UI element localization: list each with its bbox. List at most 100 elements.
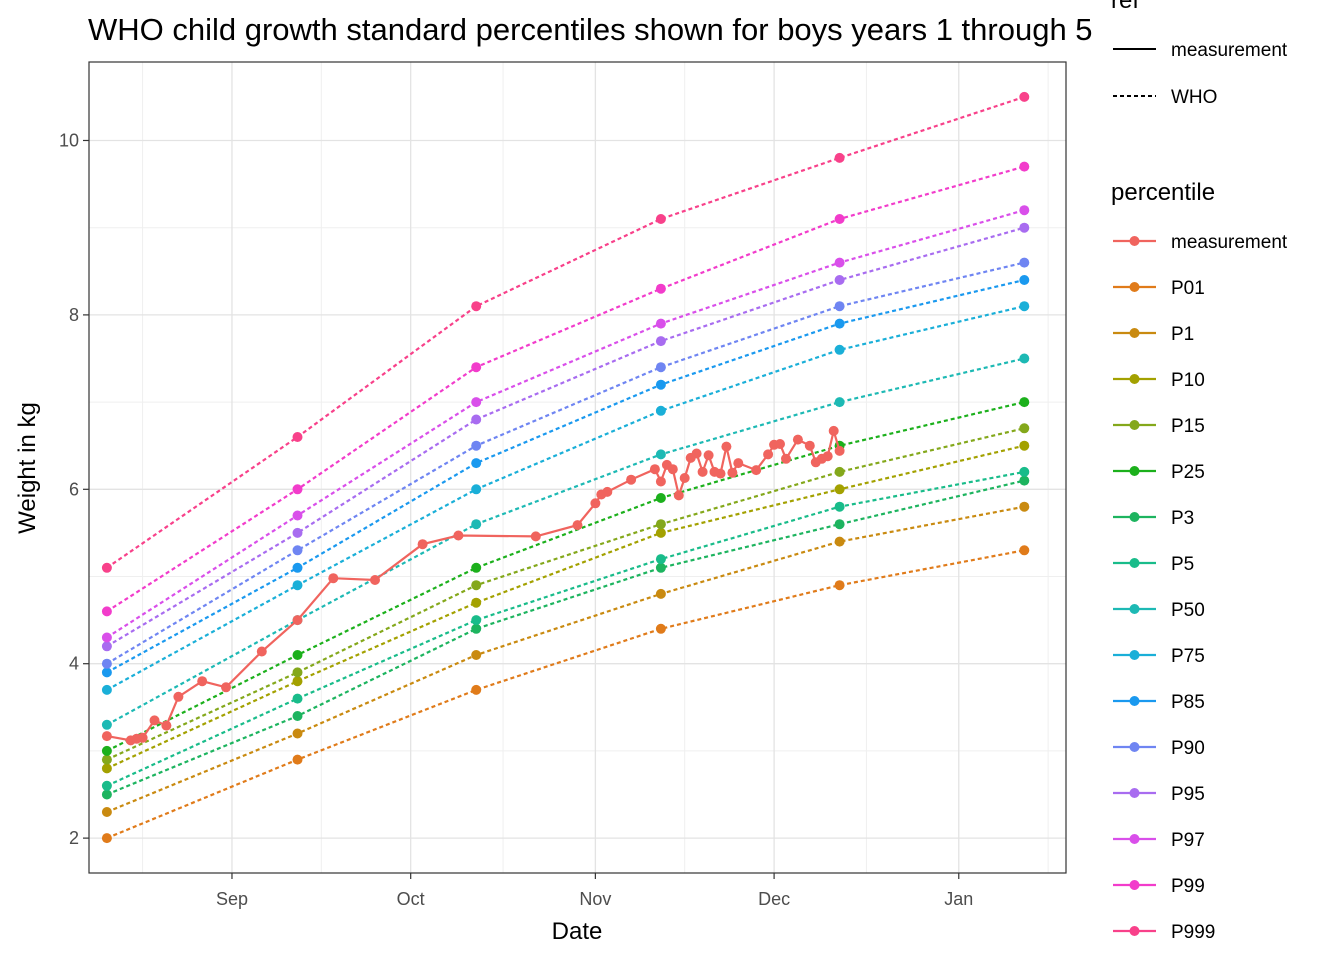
legend-label-P10: P10	[1171, 370, 1205, 391]
data-point-P25	[471, 562, 482, 573]
data-point-P50	[655, 449, 666, 460]
x-tick-label: Jan	[944, 889, 973, 909]
data-point-P95	[655, 336, 666, 347]
data-point-measurement	[572, 520, 583, 531]
legend-label-WHO: WHO	[1171, 87, 1217, 108]
data-point-P25	[292, 650, 303, 660]
legend-key-point-P1	[1129, 328, 1140, 338]
legend-label-P01: P01	[1171, 278, 1205, 299]
data-point-P99	[101, 606, 112, 617]
y-tick-label: 10	[59, 130, 79, 150]
data-point-P3	[834, 519, 845, 530]
data-point-P50	[471, 519, 482, 530]
legend-label-P1: P1	[1171, 324, 1194, 345]
series-layer	[101, 91, 1030, 844]
data-point-P75	[1019, 301, 1030, 312]
data-point-P15	[292, 667, 303, 678]
data-point-P97	[1019, 205, 1030, 216]
data-point-P15	[1019, 423, 1030, 434]
x-tick-label: Oct	[397, 889, 425, 909]
data-point-measurement	[721, 441, 732, 452]
data-point-P1	[834, 536, 845, 547]
legend-label-P95: P95	[1171, 784, 1205, 805]
series-line-P01	[106, 549, 1025, 840]
legend-label-P90: P90	[1171, 738, 1205, 759]
series-line-P75	[106, 305, 1025, 691]
data-point-P3	[471, 623, 482, 634]
series-line-P50	[106, 357, 1025, 726]
data-point-P25	[1019, 397, 1030, 408]
data-point-P97	[292, 510, 303, 521]
data-point-P10	[292, 676, 303, 687]
data-point-P85	[471, 458, 482, 469]
data-point-P95	[834, 275, 845, 285]
data-point-P15	[471, 580, 482, 591]
data-point-P999	[655, 214, 666, 224]
x-axis-title: Date	[552, 918, 603, 945]
data-point-measurement	[822, 451, 833, 462]
data-point-P10	[834, 484, 845, 495]
data-point-P5	[1019, 466, 1030, 477]
data-point-measurement	[763, 449, 774, 460]
data-point-P1	[1019, 501, 1030, 512]
series-line-P95	[106, 226, 1025, 648]
y-axis-title: Weight in kg	[14, 402, 41, 534]
data-point-P999	[1019, 91, 1030, 102]
legend-key-point-P85	[1129, 696, 1140, 706]
data-point-P99	[655, 283, 666, 294]
legend-key-point-P3	[1129, 512, 1140, 522]
data-point-P1	[655, 588, 666, 599]
data-point-measurement	[328, 573, 339, 584]
data-point-P85	[1019, 275, 1030, 285]
data-point-P15	[834, 466, 845, 477]
data-point-P10	[655, 527, 666, 538]
data-point-P5	[471, 615, 482, 626]
data-point-P90	[292, 545, 303, 556]
data-point-P10	[101, 763, 112, 774]
series-P90	[101, 257, 1030, 669]
legend-label-P85: P85	[1171, 692, 1205, 713]
data-point-P5	[101, 780, 112, 791]
y-tick-label: 4	[69, 654, 79, 674]
data-point-measurement	[626, 474, 637, 485]
data-point-P97	[471, 397, 482, 408]
data-point-P75	[101, 684, 112, 695]
data-point-P90	[834, 301, 845, 312]
legend-label-measurement: measurement	[1171, 232, 1288, 253]
data-point-P3	[1019, 475, 1030, 486]
data-point-measurement	[673, 490, 684, 501]
data-point-measurement	[679, 473, 690, 483]
legend-key-point-P5	[1129, 558, 1140, 568]
legend-key-point-P50	[1129, 604, 1140, 614]
data-point-P01	[834, 580, 845, 591]
data-point-P85	[101, 667, 112, 678]
data-point-P97	[655, 318, 666, 329]
data-point-P95	[1019, 222, 1030, 233]
data-point-measurement	[655, 476, 666, 487]
data-point-P01	[655, 623, 666, 634]
data-point-measurement	[834, 445, 845, 456]
data-point-P1	[471, 650, 482, 660]
series-P95	[101, 222, 1030, 652]
series-measurement	[101, 425, 845, 746]
legend-key-point-P90	[1129, 742, 1140, 752]
legend-key-point-P95	[1129, 788, 1140, 798]
legend-label-P3: P3	[1171, 508, 1194, 529]
legend-key-point-P10	[1129, 374, 1140, 384]
series-line-P25	[106, 401, 1025, 752]
legend-label-P5: P5	[1171, 554, 1194, 575]
legend-key-point-P01	[1129, 282, 1140, 292]
data-point-P5	[292, 693, 303, 704]
data-point-P75	[471, 484, 482, 495]
legend-key-point-P999	[1129, 926, 1140, 936]
data-point-measurement	[804, 440, 815, 451]
data-point-measurement	[417, 539, 428, 550]
data-point-measurement	[697, 466, 708, 477]
data-point-P01	[1019, 545, 1030, 556]
y-tick-label: 8	[69, 305, 79, 325]
data-point-P999	[471, 301, 482, 312]
data-point-measurement	[751, 465, 762, 476]
legend-key-point-P25	[1129, 466, 1140, 476]
data-point-measurement	[137, 732, 148, 743]
data-point-P95	[292, 527, 303, 538]
